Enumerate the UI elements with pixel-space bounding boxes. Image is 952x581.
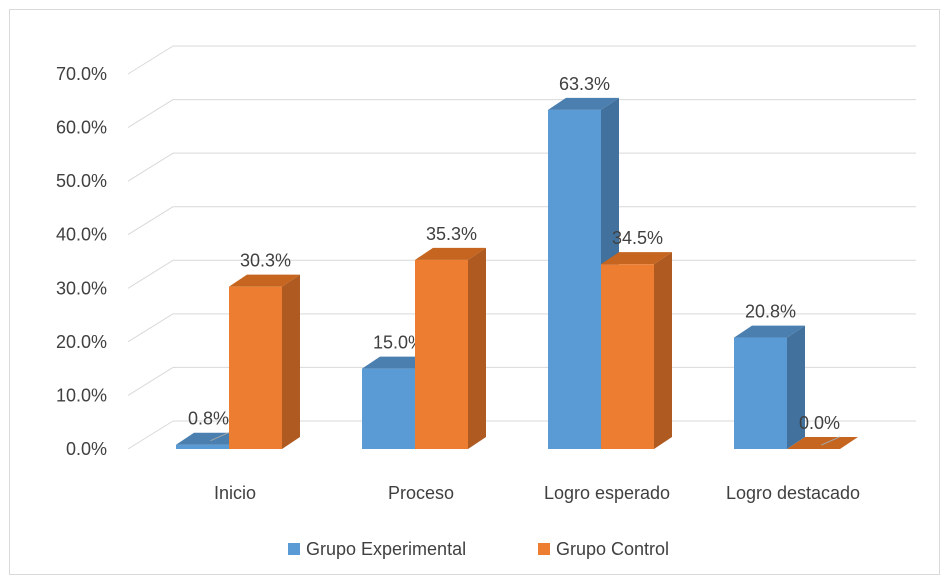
legend-swatch (538, 543, 550, 555)
gridline-side (128, 421, 173, 449)
y-tick-label: 70.0% (56, 64, 107, 84)
legend-swatch (288, 543, 300, 555)
gridline-side (128, 153, 173, 181)
data-label: 34.5% (612, 228, 663, 248)
bar-front-0-1 (362, 369, 415, 449)
bar-front-1-0 (229, 287, 282, 449)
category-label: Inicio (214, 483, 256, 503)
y-tick-label: 60.0% (56, 118, 107, 138)
bar-front-1-1 (415, 260, 468, 449)
bar-side-1-2 (654, 252, 672, 449)
bar-side-1-0 (282, 275, 300, 449)
y-tick-label: 0.0% (66, 439, 107, 459)
category-label: Logro destacado (726, 483, 860, 503)
bar-front-0-3 (734, 338, 787, 449)
bar-chart: 0.0% 10.0% 20.0% 30.0% 40.0% 50.0% 60.0% 70.0% 0… (10, 10, 941, 576)
data-label: 63.3% (559, 74, 610, 94)
y-tick-label: 40.0% (56, 225, 107, 245)
data-label: 35.3% (426, 224, 477, 244)
bar-front-0-0 (176, 445, 229, 449)
data-label: 30.3% (240, 251, 291, 271)
gridline-side (128, 207, 173, 235)
legend-label: Grupo Control (556, 539, 669, 559)
category-label: Logro esperado (544, 483, 670, 503)
gridline-side (128, 314, 173, 342)
bar-front-0-2 (548, 110, 601, 449)
legend-label: Grupo Experimental (306, 539, 466, 559)
y-tick-label: 50.0% (56, 171, 107, 191)
chart-frame: 0.0% 10.0% 20.0% 30.0% 40.0% 50.0% 60.0% 70.0% 0… (9, 9, 940, 575)
gridline-side (128, 367, 173, 395)
category-label: Proceso (388, 483, 454, 503)
gridline-side (128, 260, 173, 288)
bar-front-1-2 (601, 264, 654, 449)
data-label: 20.8% (745, 302, 796, 322)
data-label: 0.8% (188, 409, 229, 429)
gridline-side (128, 100, 173, 128)
data-label: 0.0% (799, 413, 840, 433)
y-tick-label: 30.0% (56, 278, 107, 298)
gridline-side (128, 46, 173, 74)
bar-side-1-1 (468, 248, 486, 449)
y-tick-label: 20.0% (56, 332, 107, 352)
y-tick-label: 10.0% (56, 385, 107, 405)
